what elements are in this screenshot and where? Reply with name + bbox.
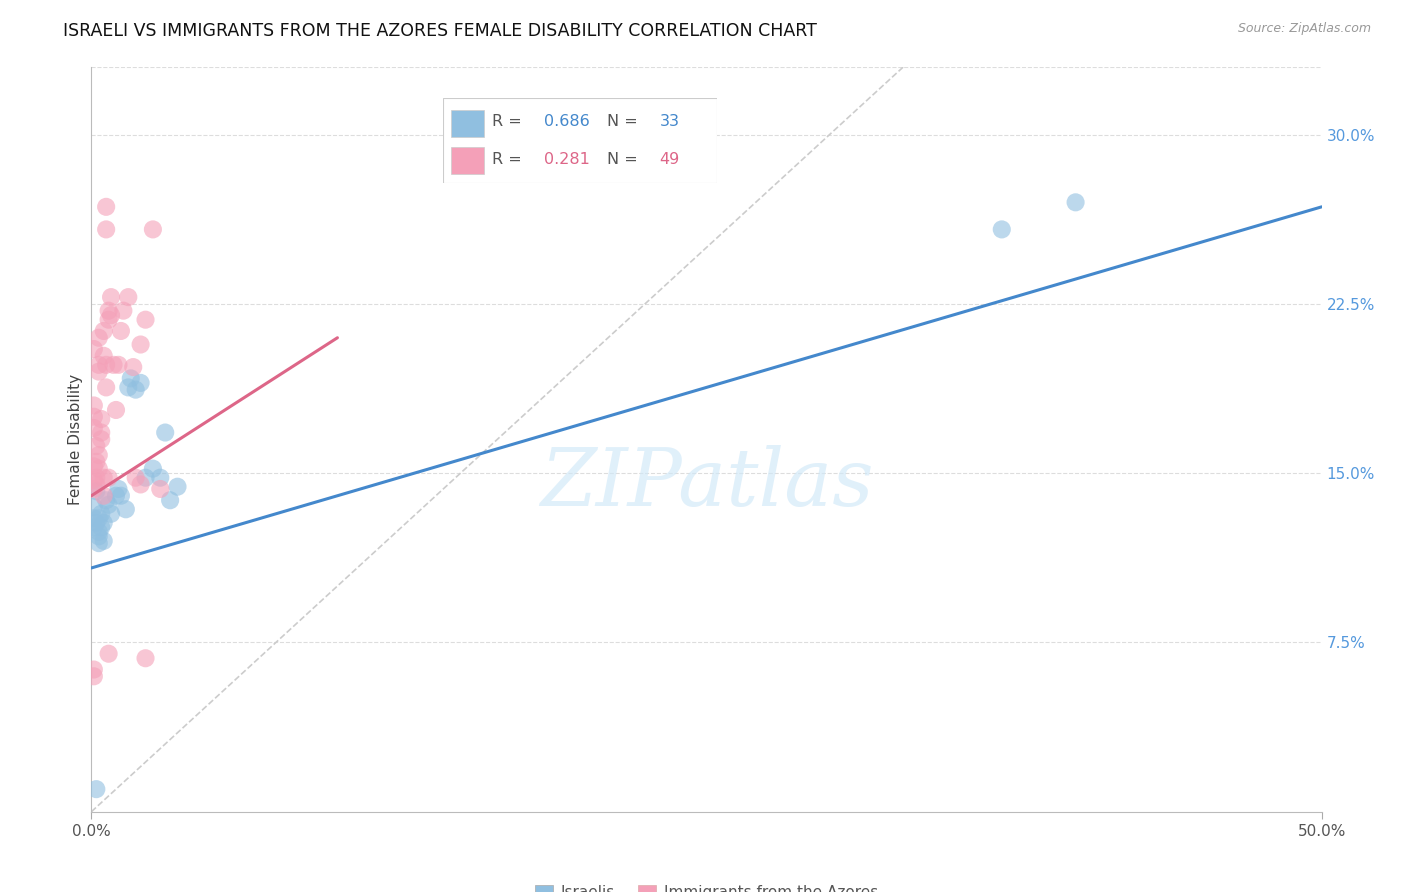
- Point: [153, 425, 177, 440]
- Point: [135, 651, 156, 665]
- Point: [117, 380, 139, 394]
- Point: [93, 471, 115, 485]
- Point: [93, 349, 115, 363]
- Text: ISRAELI VS IMMIGRANTS FROM THE AZORES FEMALE DISABILITY CORRELATION CHART: ISRAELI VS IMMIGRANTS FROM THE AZORES FE…: [63, 22, 817, 40]
- Point: [83, 399, 105, 413]
- Bar: [451, 110, 484, 137]
- Point: [90, 432, 112, 446]
- Point: [129, 477, 152, 491]
- Point: [105, 489, 127, 503]
- Point: [96, 493, 117, 508]
- Text: N =: N =: [607, 114, 644, 129]
- Point: [105, 403, 127, 417]
- Point: [86, 477, 108, 491]
- Point: [90, 507, 112, 521]
- Point: [83, 663, 105, 677]
- Point: [110, 489, 132, 503]
- Point: [90, 520, 112, 534]
- Point: [93, 516, 115, 530]
- Text: R =: R =: [492, 114, 527, 129]
- Point: [83, 459, 105, 474]
- Point: [166, 480, 188, 494]
- Point: [86, 471, 108, 485]
- Point: [93, 324, 115, 338]
- Point: [87, 536, 110, 550]
- Point: [97, 647, 120, 661]
- Point: [96, 380, 117, 394]
- Point: [87, 511, 110, 525]
- Point: [142, 461, 165, 475]
- Point: [97, 312, 120, 326]
- Text: 49: 49: [659, 152, 679, 167]
- Point: [114, 502, 138, 516]
- Point: [83, 669, 105, 683]
- Point: [83, 409, 105, 424]
- Point: [86, 455, 108, 469]
- Y-axis label: Female Disability: Female Disability: [67, 374, 83, 505]
- Point: [135, 471, 156, 485]
- Text: 0.281: 0.281: [544, 152, 591, 167]
- Point: [1064, 195, 1087, 210]
- Point: [142, 222, 165, 236]
- Point: [149, 471, 172, 485]
- Point: [87, 358, 110, 372]
- Point: [83, 342, 105, 356]
- Point: [87, 529, 110, 543]
- Point: [110, 324, 132, 338]
- Text: 33: 33: [659, 114, 679, 129]
- Point: [86, 484, 108, 499]
- Point: [122, 360, 145, 375]
- Text: N =: N =: [607, 152, 644, 167]
- Point: [135, 312, 156, 326]
- Bar: [451, 147, 484, 175]
- Point: [87, 461, 110, 475]
- Point: [117, 290, 139, 304]
- Point: [97, 471, 120, 485]
- Text: 0.686: 0.686: [544, 114, 591, 129]
- Point: [100, 308, 122, 322]
- Point: [93, 489, 115, 503]
- Point: [90, 412, 112, 426]
- Point: [86, 439, 108, 453]
- Point: [97, 498, 120, 512]
- Point: [87, 331, 110, 345]
- Point: [83, 421, 105, 435]
- Point: [990, 222, 1012, 236]
- Text: ZIPatlas: ZIPatlas: [540, 445, 873, 523]
- Point: [103, 358, 125, 372]
- Point: [87, 365, 110, 379]
- Legend: Israelis, Immigrants from the Azores: Israelis, Immigrants from the Azores: [529, 879, 884, 892]
- Point: [107, 482, 129, 496]
- Text: Source: ZipAtlas.com: Source: ZipAtlas.com: [1237, 22, 1371, 36]
- Point: [93, 533, 115, 548]
- Point: [159, 493, 181, 508]
- Point: [86, 782, 108, 797]
- Point: [129, 376, 152, 390]
- Point: [100, 290, 122, 304]
- Point: [83, 500, 105, 514]
- Point: [112, 303, 135, 318]
- Point: [96, 222, 117, 236]
- Point: [83, 473, 105, 487]
- Point: [87, 524, 110, 539]
- Point: [149, 482, 172, 496]
- Point: [90, 425, 112, 440]
- Point: [100, 507, 122, 521]
- Point: [87, 448, 110, 462]
- Point: [83, 511, 105, 525]
- Point: [96, 358, 117, 372]
- Point: [86, 516, 108, 530]
- Point: [107, 358, 129, 372]
- Point: [124, 471, 146, 485]
- Point: [120, 371, 142, 385]
- Point: [124, 383, 146, 397]
- Point: [96, 200, 117, 214]
- Point: [83, 482, 105, 496]
- Point: [97, 303, 120, 318]
- Point: [129, 337, 152, 351]
- Point: [83, 520, 105, 534]
- Text: R =: R =: [492, 152, 527, 167]
